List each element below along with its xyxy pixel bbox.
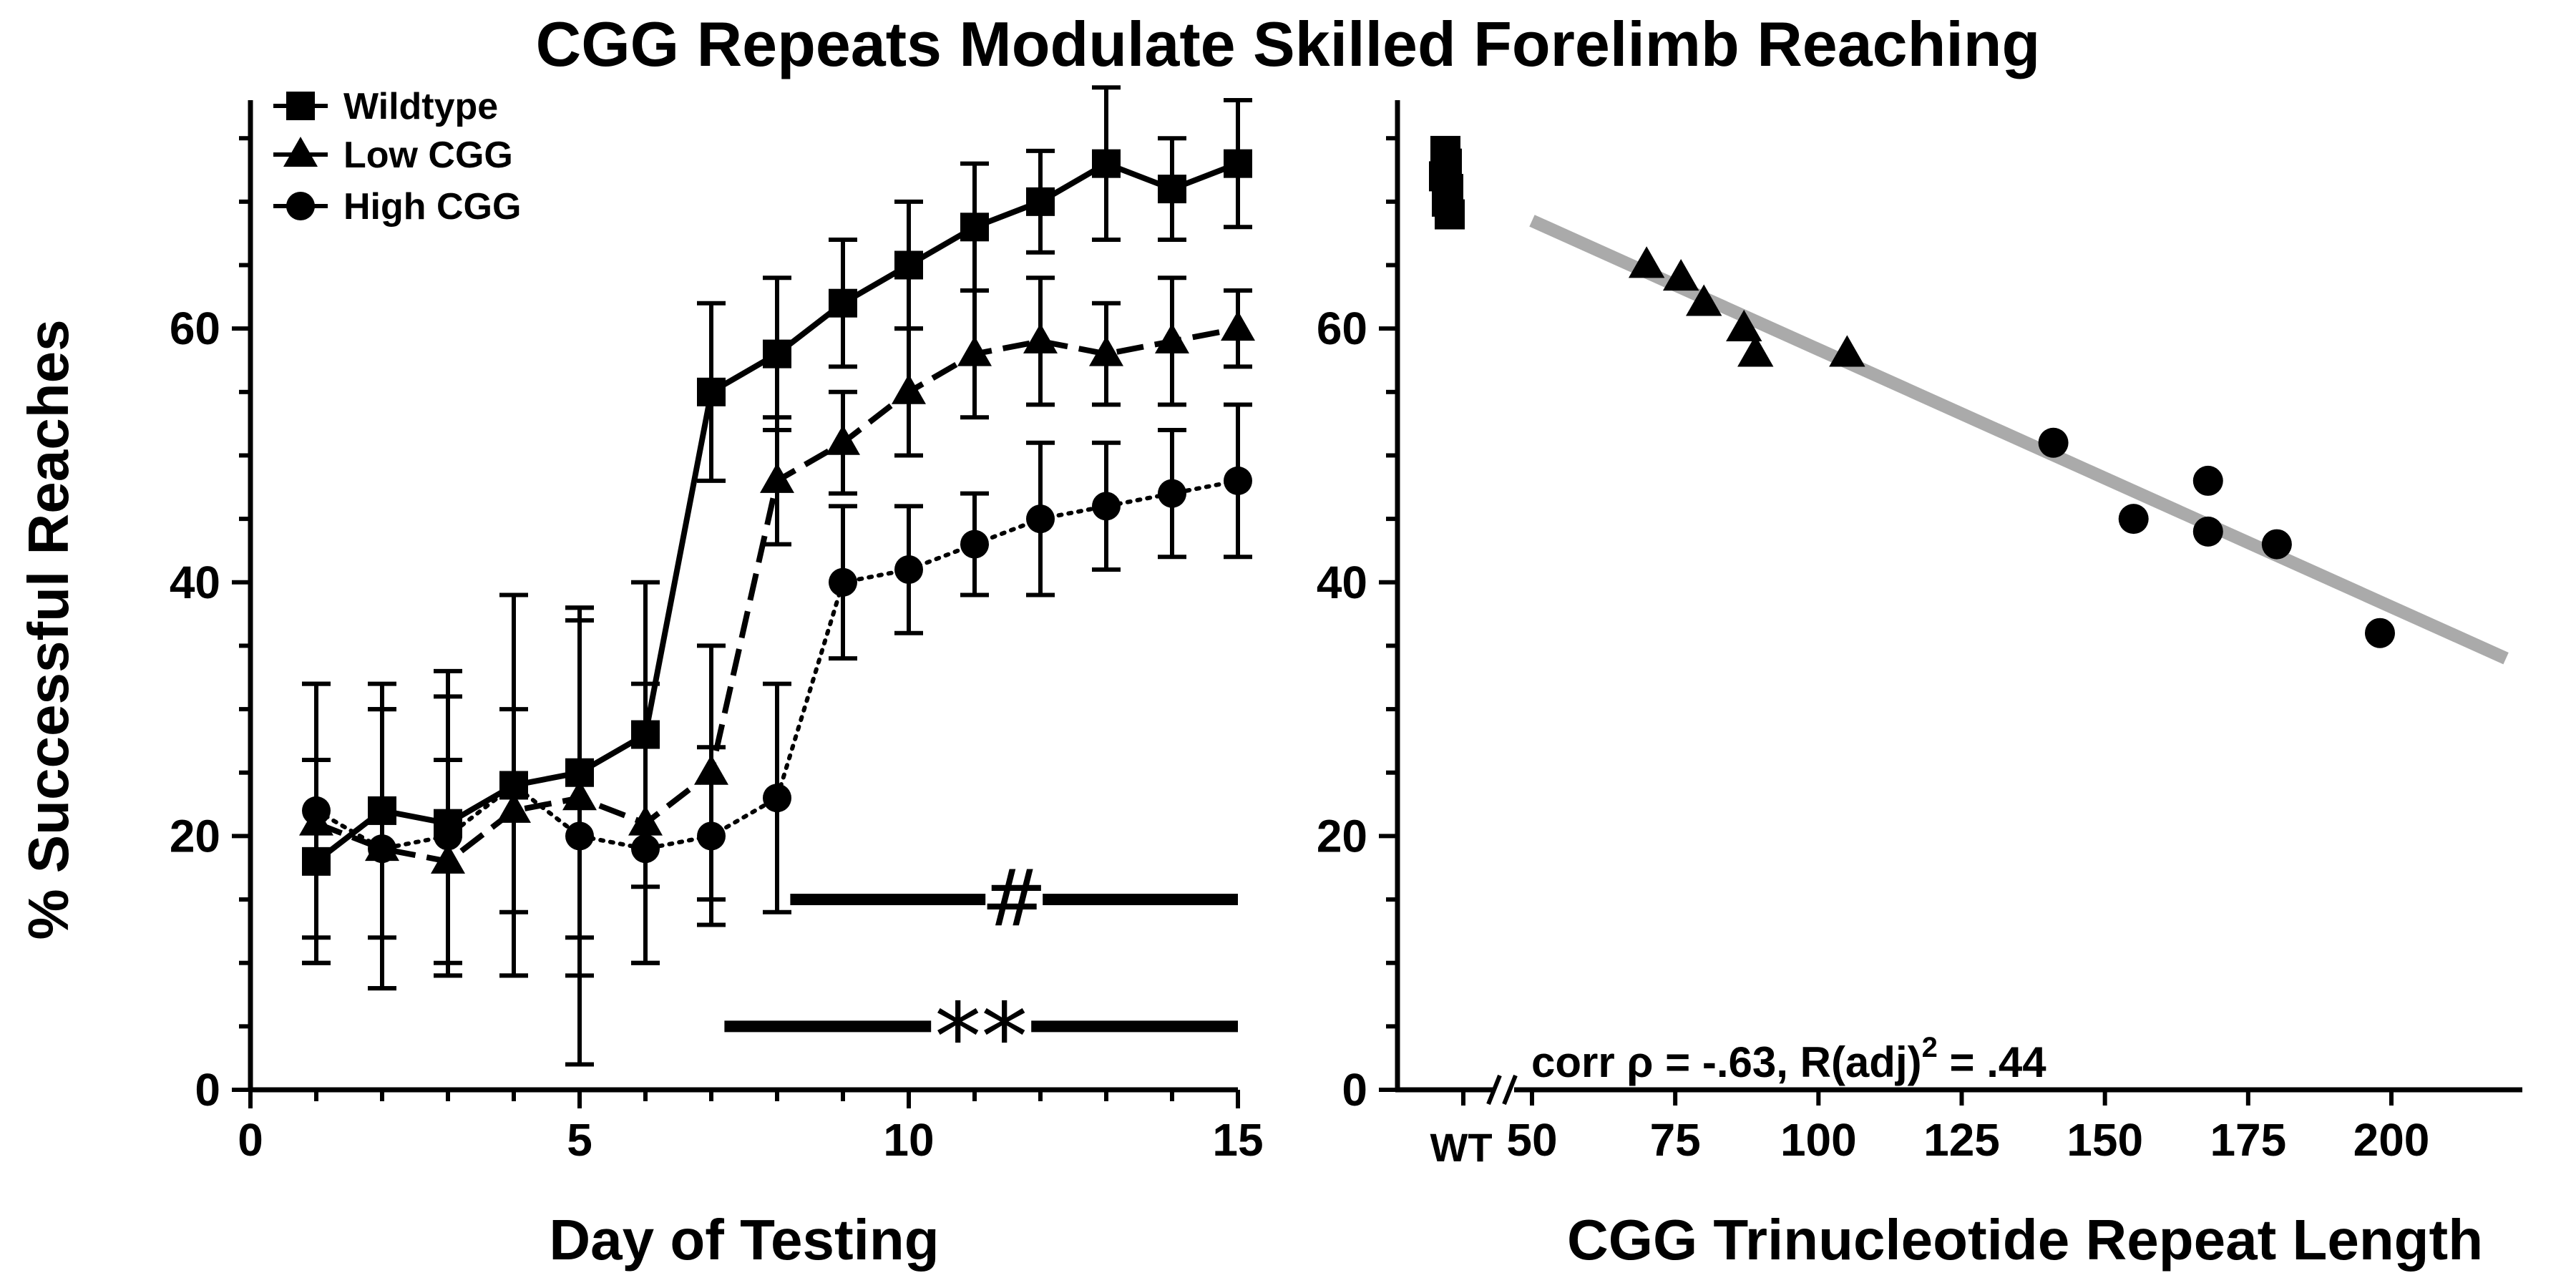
wt-category-label: WT — [1430, 1125, 1492, 1170]
left-y-axis-title: % Successful Reaches — [16, 319, 80, 940]
left-series — [299, 85, 1255, 1067]
scatter-point — [1662, 258, 1699, 291]
legend-marker-wildtype — [286, 92, 315, 120]
data-point — [1158, 479, 1186, 508]
data-point — [1023, 323, 1058, 353]
data-point — [1089, 336, 1123, 366]
left-y-tick-label: 20 — [170, 810, 220, 862]
left-x-tick-label: 15 — [1212, 1114, 1263, 1166]
right-y-tick-label: 20 — [1317, 810, 1367, 862]
axis-break-mark — [1486, 1074, 1502, 1106]
data-point — [1155, 323, 1189, 353]
scatter-circle-group — [2038, 427, 2395, 648]
legend-marker-low-cgg — [283, 137, 318, 167]
left-y-tick-label: 0 — [195, 1064, 220, 1116]
data-point — [1158, 175, 1186, 204]
left-annotations: # ** — [724, 852, 1238, 1091]
data-point — [434, 821, 462, 851]
right-axes: 50 75 100 125 150 175 200 WT 0 20 40 60 — [1317, 100, 2522, 1170]
right-series — [1429, 135, 2395, 648]
legend-label-low-cgg: Low CGG — [343, 135, 513, 176]
scatter-point — [2118, 504, 2149, 535]
significance-symbol: # — [981, 852, 1047, 944]
data-point — [697, 377, 726, 406]
scatter-point — [2192, 465, 2223, 496]
data-point — [960, 213, 989, 242]
left-x-tick-label: 0 — [238, 1114, 263, 1166]
correlation-annotation-sup: 2 — [1922, 1032, 1938, 1063]
data-point — [1224, 466, 1252, 495]
right-x-tick-label: 200 — [2353, 1114, 2430, 1166]
data-point — [631, 834, 660, 864]
left-x-tick-label: 5 — [567, 1114, 592, 1166]
data-point — [1026, 187, 1055, 216]
data-point — [1026, 504, 1055, 534]
right-x-tick-label: 125 — [1923, 1114, 2000, 1166]
legend-label-wildtype: Wildtype — [343, 86, 498, 127]
scatter-triangle-group — [1628, 246, 1865, 367]
right-y-tick-label: 60 — [1317, 303, 1367, 354]
left-y-tick-label: 60 — [170, 303, 220, 354]
left-y-tick-label: 40 — [170, 557, 220, 608]
right-x-tick-label: 175 — [2210, 1114, 2286, 1166]
left-x-axis-title: Day of Testing — [549, 1208, 939, 1272]
right-y-tick-label: 40 — [1317, 557, 1367, 608]
scatter-point — [1726, 309, 1762, 342]
left-x-tick-label: 10 — [883, 1114, 934, 1166]
data-point — [760, 462, 794, 493]
legend-label-high-cgg: High CGG — [343, 186, 521, 228]
left-panel: 0 5 10 15 0 20 40 60 # ** Wildtype Low CGG High CG… — [16, 85, 1264, 1272]
data-point — [957, 336, 992, 366]
right-panel: 50 75 100 125 150 175 200 WT 0 20 40 60 CGG Trinucl… — [1317, 100, 2522, 1272]
right-x-tick-label: 150 — [2067, 1114, 2143, 1166]
scatter-point — [1435, 199, 1465, 230]
scatter-point — [1829, 335, 1865, 367]
data-point — [960, 530, 989, 559]
data-point — [829, 567, 857, 597]
correlation-annotation-tail: = .44 — [1938, 1038, 2046, 1086]
scatter-point — [2192, 516, 2223, 547]
data-point — [892, 374, 926, 404]
data-point — [763, 339, 791, 369]
left-axes: 0 5 10 15 0 20 40 60 — [170, 100, 1264, 1166]
scatter-point — [1737, 335, 1774, 367]
data-point — [894, 555, 923, 585]
scatter-point — [1686, 284, 1722, 316]
regression-line — [1529, 215, 2509, 665]
data-point — [499, 771, 528, 800]
data-point — [1221, 311, 1255, 341]
right-x-axis-title: CGG Trinucleotide Repeat Length — [1567, 1208, 2483, 1272]
scatter-point — [1628, 246, 1665, 278]
data-point — [1092, 149, 1121, 178]
legend-marker-high-cgg — [286, 192, 315, 220]
series-high-cgg — [302, 402, 1252, 1067]
data-point — [1092, 492, 1121, 521]
axis-break-mark — [1502, 1074, 1518, 1106]
scatter-square-group — [1429, 135, 1465, 230]
fit-line-group — [1529, 215, 2509, 665]
legend: Wildtype Low CGG High CGG — [273, 86, 521, 228]
scatter-point — [2261, 529, 2292, 560]
data-point — [565, 821, 594, 851]
right-x-tick-label: 100 — [1780, 1114, 1857, 1166]
scatter-point — [2038, 427, 2069, 458]
data-point — [368, 834, 396, 864]
right-x-tick-label: 75 — [1650, 1114, 1701, 1166]
correlation-annotation: corr ρ = -.63, R(adj)2 = .44 — [1531, 1032, 2046, 1086]
correlation-annotation-text: corr ρ = -.63, R(adj) — [1531, 1038, 1922, 1086]
data-point — [697, 821, 726, 851]
figure-title: CGG Repeats Modulate Skilled Forelimb Re… — [536, 9, 2041, 79]
significance-symbol: ** — [935, 982, 1028, 1091]
right-x-tick-label: 50 — [1506, 1114, 1557, 1166]
data-point — [829, 288, 857, 318]
data-point — [302, 796, 331, 825]
right-y-tick-label: 0 — [1342, 1064, 1367, 1116]
data-point — [1224, 149, 1252, 178]
data-point — [826, 424, 860, 455]
scatter-point — [2364, 618, 2395, 648]
data-point — [894, 250, 923, 280]
data-point — [763, 784, 791, 813]
